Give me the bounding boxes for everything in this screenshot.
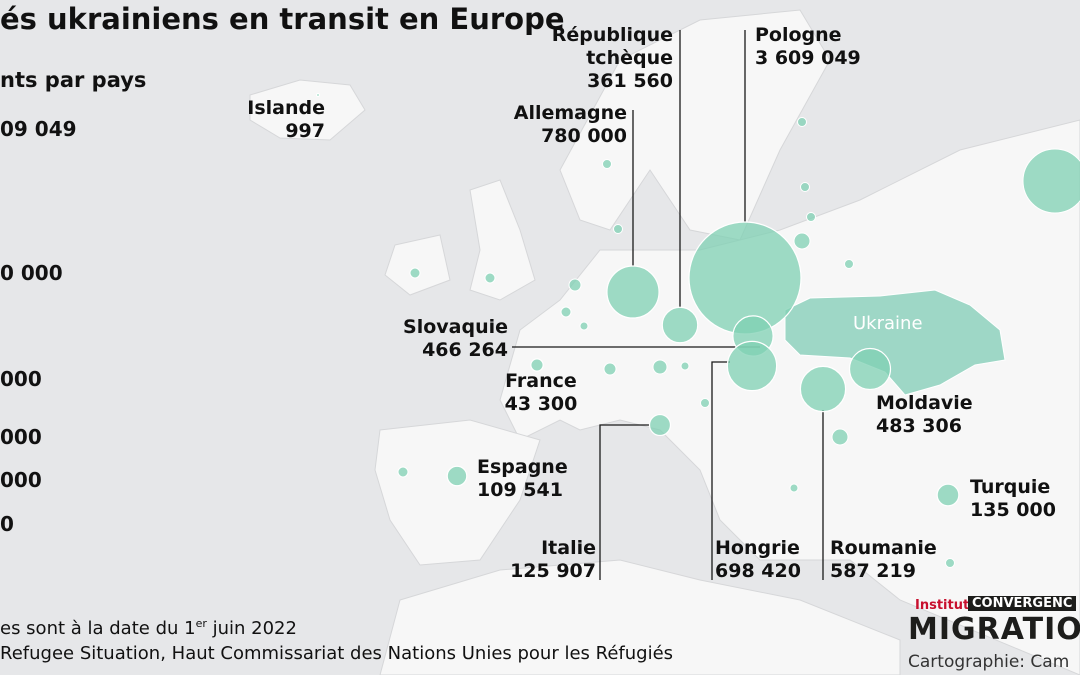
place-value: 587 219 bbox=[830, 560, 916, 582]
place-label: Turquie 135 000 bbox=[970, 476, 1056, 522]
unlabeled-circle bbox=[409, 267, 421, 279]
footnote-text: juin 2022 bbox=[206, 618, 297, 639]
place-value: 466 264 bbox=[422, 339, 508, 361]
footnote: es sont à la date du 1er juin 2022 bbox=[0, 617, 297, 639]
place-label: France 43 300 bbox=[496, 370, 586, 416]
land-africa bbox=[379, 559, 901, 675]
proportional-circle bbox=[936, 483, 960, 507]
unlabeled-circle bbox=[680, 361, 690, 371]
source: Refugee Situation, Haut Commissariat des… bbox=[0, 643, 674, 664]
proportional-circle bbox=[606, 265, 660, 319]
place-value: 3 609 049 bbox=[755, 47, 861, 69]
place-value: 43 300 bbox=[504, 393, 578, 415]
place-label: Italie 125 907 bbox=[510, 537, 596, 583]
unlabeled-circle bbox=[831, 428, 849, 446]
credit: Cartographie: Cam bbox=[908, 652, 1070, 672]
place-name: Slovaquie bbox=[403, 316, 508, 338]
legend-label: 000 bbox=[0, 468, 42, 492]
place-label: Slovaquie 466 264 bbox=[403, 316, 508, 362]
proportional-circle bbox=[648, 413, 672, 437]
unlabeled-circle bbox=[806, 212, 816, 222]
place-value: 361 560 bbox=[587, 70, 673, 92]
unlabeled-circle bbox=[579, 321, 589, 331]
land-britain bbox=[469, 179, 536, 301]
legend-label: 000 bbox=[0, 425, 42, 449]
land-ireland bbox=[384, 234, 451, 296]
unlabeled-circle bbox=[560, 306, 572, 318]
unlabeled-circle bbox=[603, 362, 617, 376]
place-value: 483 306 bbox=[876, 415, 962, 437]
place-name: Hongrie bbox=[715, 537, 800, 559]
footnote-text: es sont à la date du 1 bbox=[0, 618, 196, 639]
legend-label: 0 000 bbox=[0, 261, 63, 285]
unlabeled-circle bbox=[1022, 148, 1080, 214]
proportional-circle bbox=[315, 92, 321, 98]
map-title: és ukrainiens en transit en Europe bbox=[0, 2, 565, 36]
place-name: République tchèque bbox=[551, 24, 673, 69]
place-name: Moldavie bbox=[876, 392, 973, 414]
place-value: 109 541 bbox=[477, 479, 563, 501]
place-label: Espagne 109 541 bbox=[477, 456, 568, 502]
proportional-circle bbox=[848, 347, 892, 391]
unlabeled-circle bbox=[613, 224, 623, 234]
ukraine-shape bbox=[784, 289, 1006, 396]
unlabeled-circle bbox=[568, 278, 582, 292]
proportional-circle bbox=[446, 465, 468, 487]
place-value: 997 bbox=[285, 120, 325, 142]
logo-convergence: CONVERGENC bbox=[968, 596, 1077, 611]
land-scandinavia bbox=[559, 9, 831, 241]
place-value: 125 907 bbox=[510, 560, 596, 582]
place-label: Roumanie 587 219 bbox=[830, 537, 937, 583]
legend-label: 09 049 bbox=[0, 117, 77, 141]
logo-migration: MIGRATION bbox=[908, 612, 1080, 647]
place-name: Allemagne bbox=[513, 102, 627, 124]
legend-label: 000 bbox=[0, 367, 42, 391]
unlabeled-circle bbox=[797, 117, 807, 127]
footnote-sup: er bbox=[195, 617, 207, 630]
unlabeled-circle bbox=[800, 182, 810, 192]
leader-line bbox=[711, 361, 730, 580]
place-name: France bbox=[505, 370, 577, 392]
proportional-circle bbox=[661, 306, 699, 344]
place-label: Allemagne 780 000 bbox=[514, 102, 627, 148]
place-name: Italie bbox=[541, 537, 596, 559]
proportional-circle bbox=[530, 358, 544, 372]
unlabeled-circle bbox=[789, 483, 799, 493]
land-iberia bbox=[374, 419, 541, 566]
place-value: 780 000 bbox=[541, 125, 627, 147]
place-name: Pologne bbox=[755, 24, 842, 46]
place-name: Islande bbox=[247, 97, 325, 119]
legend-title: nts par pays bbox=[0, 68, 147, 92]
unlabeled-circle bbox=[484, 272, 496, 284]
unlabeled-circle bbox=[700, 398, 710, 408]
legend-label: 0 bbox=[0, 512, 14, 536]
unlabeled-circle bbox=[844, 259, 854, 269]
unlabeled-circle bbox=[397, 466, 409, 478]
place-label: Hongrie 698 420 bbox=[715, 537, 801, 583]
land-iceland bbox=[249, 79, 366, 141]
place-label: Pologne 3 609 049 bbox=[755, 24, 861, 70]
proportional-circle bbox=[799, 365, 847, 413]
place-label: République tchèque 361 560 bbox=[552, 24, 673, 93]
leader-line bbox=[599, 424, 650, 580]
logo-institut: Institut bbox=[915, 598, 970, 613]
place-name: Roumanie bbox=[830, 537, 937, 559]
place-label: Moldavie 483 306 bbox=[876, 392, 973, 438]
unlabeled-circle bbox=[652, 359, 668, 375]
unlabeled-circle bbox=[793, 232, 811, 250]
place-name: Turquie bbox=[970, 476, 1051, 498]
country-label: Ukraine bbox=[853, 313, 923, 334]
place-value: 135 000 bbox=[970, 499, 1056, 521]
place-value: 698 420 bbox=[715, 560, 801, 582]
place-label: Islande 997 bbox=[247, 97, 325, 143]
place-name: Espagne bbox=[477, 456, 568, 478]
proportional-circle bbox=[726, 340, 778, 392]
unlabeled-circle bbox=[945, 558, 955, 568]
unlabeled-circle bbox=[602, 159, 612, 169]
